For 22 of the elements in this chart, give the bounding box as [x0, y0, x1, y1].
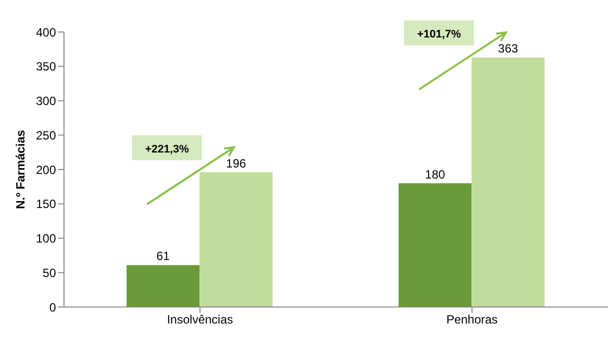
bar	[398, 183, 472, 307]
annotation: +101,7%	[417, 28, 462, 40]
data-label: 196	[226, 156, 246, 170]
y-tick-label: 400	[36, 25, 56, 40]
y-axis-title: N.º Farmácias	[13, 130, 28, 210]
y-tick-label: 100	[36, 232, 56, 246]
data-label: 180	[425, 167, 446, 182]
annotation: +221,3%	[145, 143, 190, 156]
y-tick-label: 300	[36, 94, 56, 108]
bar	[126, 265, 200, 307]
y-tick-label: 250	[36, 128, 56, 142]
y-tick-label: 50	[42, 266, 56, 280]
bar	[472, 57, 545, 307]
y-tick-label: 150	[36, 197, 56, 212]
y-tick-label: 200	[36, 162, 56, 177]
data-label: 61	[156, 249, 170, 264]
x-tick-label: Penhoras	[446, 312, 498, 327]
y-tick-label: 350	[36, 60, 56, 74]
data-label: 363	[498, 41, 518, 56]
bar	[200, 172, 273, 307]
x-tick-label: Insolvências	[166, 312, 234, 327]
y-tick-label: 0	[49, 300, 56, 314]
